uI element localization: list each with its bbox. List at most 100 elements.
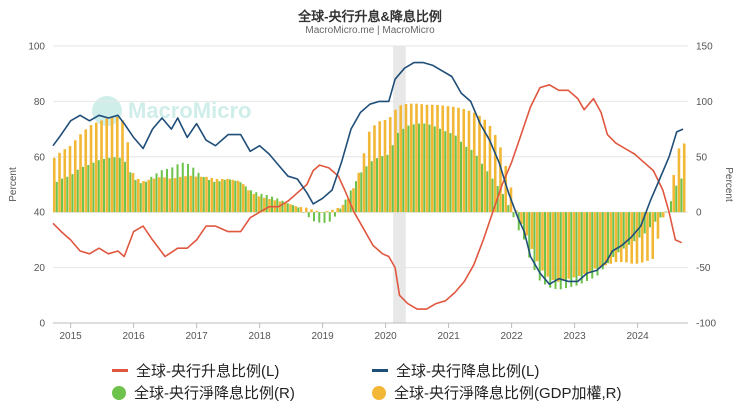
gdp-weighted-bar bbox=[341, 204, 345, 213]
gdp-weighted-bar bbox=[625, 212, 628, 263]
gdp-weighted-bar bbox=[320, 212, 324, 213]
legend-label: 全球-央行升息比例(L) bbox=[136, 363, 280, 380]
net-cut-bar bbox=[160, 170, 163, 213]
net-cut-bar bbox=[271, 196, 274, 213]
gdp-weighted-bar bbox=[677, 148, 681, 213]
net-cut-bar bbox=[134, 180, 137, 213]
watermark-text: MacroMicro bbox=[128, 98, 252, 123]
net-cut-bar bbox=[554, 212, 557, 289]
gdp-weighted-bar bbox=[425, 104, 429, 213]
gdp-weighted-bar bbox=[73, 140, 77, 213]
gdp-weighted-bar bbox=[131, 173, 135, 213]
gdp-weighted-bar bbox=[79, 134, 82, 213]
net-cut-bar bbox=[187, 164, 190, 213]
legend-line-icon bbox=[112, 369, 128, 372]
net-cut-bar bbox=[55, 181, 58, 213]
chart-title: 全球-央行升息&降息比例 bbox=[298, 9, 442, 24]
net-cut-bar bbox=[402, 128, 405, 213]
gdp-weighted-bar bbox=[346, 198, 350, 213]
gdp-weighted-bar bbox=[399, 105, 403, 213]
legend-item-net-cut-gdp[interactable]: 全球-央行淨降息比例(GDP加權,R) bbox=[372, 382, 622, 403]
net-cut-bar bbox=[675, 185, 678, 213]
net-cut-bar bbox=[433, 126, 436, 213]
gdp-weighted-bar bbox=[236, 180, 240, 213]
x-tick-label: 2023 bbox=[563, 331, 586, 342]
gdp-weighted-bar bbox=[635, 212, 639, 264]
gdp-weighted-bar bbox=[241, 184, 245, 213]
net-cut-bar bbox=[292, 205, 295, 213]
net-cut-bar bbox=[82, 166, 85, 213]
net-cut-bar bbox=[176, 164, 179, 213]
gdp-weighted-bar bbox=[478, 115, 481, 213]
net-cut-bar bbox=[664, 211, 667, 213]
net-cut-bar bbox=[412, 124, 415, 213]
hike-ratio-line bbox=[52, 84, 683, 310]
net-cut-bar bbox=[113, 157, 116, 213]
chart-subtitle: MacroMicro.me | MacroMicro bbox=[305, 25, 435, 36]
gdp-weighted-bar bbox=[115, 116, 119, 213]
net-cut-bar bbox=[355, 181, 358, 213]
gdp-weighted-bar bbox=[252, 193, 256, 213]
gdp-weighted-bar bbox=[520, 212, 523, 225]
gdp-weighted-bar bbox=[467, 110, 471, 213]
legend: 全球-央行升息比例(L) 全球-央行降息比例(L) 全球-央行淨降息比例(R) … bbox=[0, 360, 740, 416]
gdp-weighted-bar bbox=[152, 178, 156, 213]
legend-item-hike[interactable]: 全球-央行升息比例(L) bbox=[112, 360, 279, 381]
x-tick-label: 2017 bbox=[186, 331, 209, 342]
gdp-weighted-bar bbox=[262, 197, 266, 213]
net-cut-bar bbox=[344, 199, 347, 213]
net-cut-bar bbox=[659, 212, 662, 218]
right-axis-label: Percent bbox=[723, 167, 734, 202]
net-cut-bar bbox=[444, 131, 447, 213]
net-cut-bar bbox=[108, 157, 111, 213]
gdp-weighted-bar bbox=[367, 131, 371, 213]
gdp-weighted-bar bbox=[572, 212, 576, 278]
net-cut-bar bbox=[601, 212, 604, 270]
gdp-weighted-bar bbox=[105, 118, 109, 213]
net-cut-bar bbox=[302, 212, 305, 213]
net-cut-bar bbox=[118, 157, 121, 213]
legend-dot-icon bbox=[372, 385, 386, 400]
net-cut-bar bbox=[349, 190, 352, 213]
gdp-weighted-bar bbox=[562, 212, 565, 281]
gdp-weighted-bar bbox=[142, 181, 145, 213]
net-cut-bar bbox=[564, 212, 567, 289]
gdp-weighted-bar bbox=[630, 212, 634, 264]
gdp-weighted-bar bbox=[294, 206, 298, 213]
gdp-weighted-bar bbox=[84, 129, 88, 213]
gdp-weighted-bar bbox=[220, 178, 224, 213]
legend-item-cut[interactable]: 全球-央行降息比例(L) bbox=[372, 360, 539, 381]
net-cut-bar bbox=[76, 169, 79, 213]
net-cut-bar bbox=[423, 123, 426, 213]
gdp-weighted-bar bbox=[604, 212, 607, 266]
legend-label: 全球-央行淨降息比例(GDP加權,R) bbox=[394, 385, 622, 402]
net-cut-bar bbox=[281, 200, 284, 213]
net-cut-bar bbox=[213, 181, 216, 213]
gdp-weighted-bar bbox=[499, 147, 502, 213]
gdp-weighted-bar bbox=[336, 207, 340, 213]
right-tick-label: 150 bbox=[696, 42, 713, 53]
x-tick-label: 2024 bbox=[626, 331, 649, 342]
gdp-weighted-bar bbox=[373, 125, 376, 213]
gdp-weighted-bar bbox=[94, 122, 98, 213]
net-cut-bar bbox=[454, 135, 457, 213]
x-tick-label: 2018 bbox=[249, 331, 272, 342]
net-cut-bar bbox=[318, 212, 321, 223]
net-cut-bar bbox=[139, 183, 142, 213]
gdp-weighted-bar bbox=[493, 135, 497, 213]
net-cut-bar bbox=[239, 182, 242, 213]
gdp-weighted-bar bbox=[446, 106, 450, 213]
net-cut-bar bbox=[381, 156, 384, 213]
legend-item-net-cut[interactable]: 全球-央行淨降息比例(R) bbox=[112, 382, 295, 403]
net-cut-bar bbox=[627, 212, 630, 245]
x-tick-label: 2021 bbox=[437, 331, 460, 342]
net-cut-bar bbox=[391, 145, 394, 213]
right-tick-label: -50 bbox=[696, 263, 711, 274]
net-cut-bar bbox=[543, 212, 546, 285]
gdp-weighted-bar bbox=[546, 212, 550, 277]
gdp-weighted-bar bbox=[283, 202, 287, 213]
gdp-weighted-bar bbox=[257, 196, 261, 213]
gdp-weighted-bar bbox=[457, 107, 460, 213]
gdp-weighted-bar bbox=[441, 105, 445, 213]
gdp-weighted-bar bbox=[672, 174, 676, 213]
